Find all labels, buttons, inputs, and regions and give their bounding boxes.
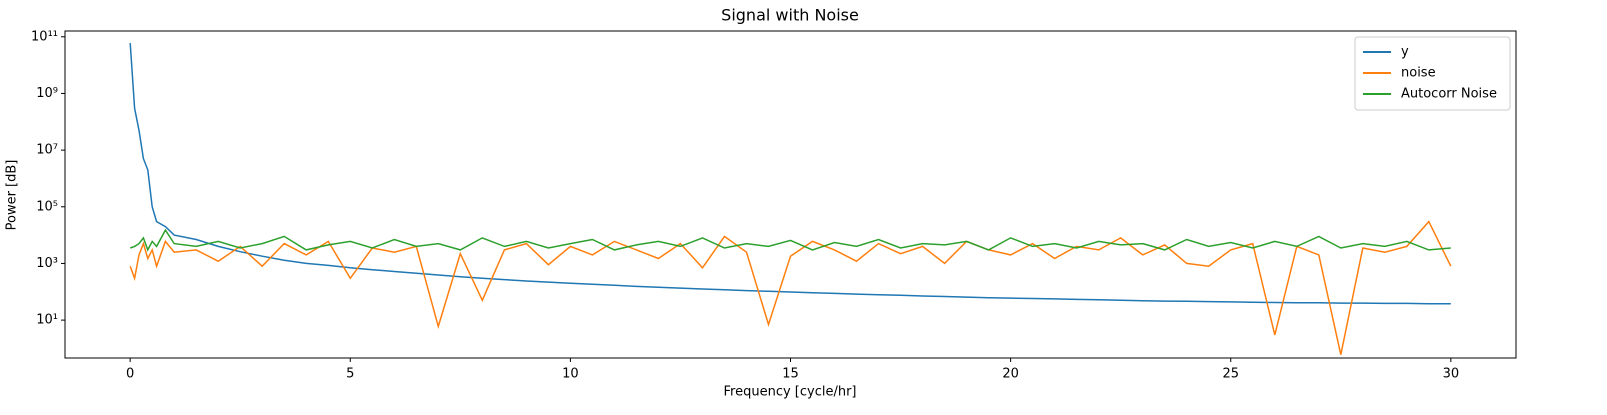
y-tick-label: 10⁵	[36, 199, 58, 214]
x-tick-label: 20	[1002, 367, 1019, 382]
legend-label: noise	[1401, 66, 1436, 81]
x-axis-label: Frequency [cycle/hr]	[724, 385, 857, 400]
y-tick-label: 10⁹	[36, 86, 58, 101]
y-tick-label: 10⁷	[36, 143, 58, 158]
x-tick-label: 10	[562, 367, 579, 382]
series-line	[129, 228, 1451, 252]
y-tick-label: 10¹¹	[31, 29, 58, 44]
legend-box	[1354, 36, 1511, 111]
y-tick-label: 10³	[36, 256, 58, 271]
chart-title: Signal with Noise	[721, 6, 859, 25]
plot-frame	[64, 30, 1517, 359]
y-axis-label: Power [dB]	[5, 160, 20, 231]
x-tick-label: 30	[1443, 367, 1460, 382]
y-tick-label: 10¹	[36, 313, 58, 328]
x-tick-label: 25	[1222, 367, 1239, 382]
legend-label: Autocorr Noise	[1401, 87, 1497, 102]
x-tick-label: 5	[346, 367, 354, 382]
x-tick-label: 0	[126, 367, 134, 382]
x-tick-label: 15	[782, 367, 799, 382]
series-line	[129, 43, 1451, 305]
series-line	[129, 220, 1452, 355]
legend-label: y	[1401, 45, 1409, 60]
